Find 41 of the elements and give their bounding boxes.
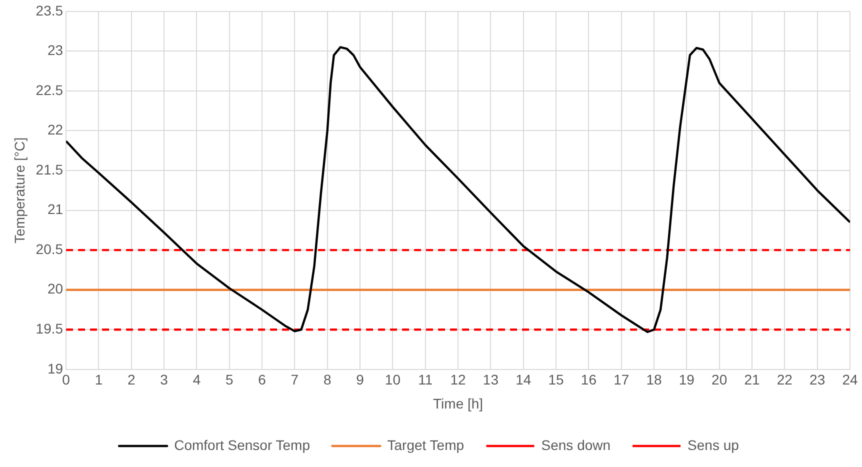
x-tick-label: 20 [712, 372, 728, 388]
x-tick-label: 1 [94, 372, 103, 388]
x-tick-label: 21 [744, 372, 760, 388]
x-tick-label: 12 [450, 372, 466, 388]
x-tick-label: 9 [356, 372, 364, 388]
y-tick-label: 22 [47, 122, 64, 138]
y-tick-label: 20 [47, 280, 64, 297]
legend-label: Sens down [541, 436, 611, 453]
x-tick-label: 7 [290, 372, 299, 388]
x-tick-label: 13 [482, 372, 499, 388]
x-tick-label: 23 [810, 372, 826, 388]
x-tick-label: 24 [842, 372, 858, 388]
x-tick-label: 11 [418, 372, 433, 388]
legend-label: Sens up [688, 436, 740, 453]
y-tick-label: 19 [47, 360, 64, 376]
x-tick-label: 8 [323, 372, 332, 388]
y-tick-label: 21.5 [36, 161, 64, 178]
y-tick-label: 23.5 [36, 2, 64, 18]
x-tick-label: 6 [258, 372, 266, 388]
x-tick-label: 5 [225, 372, 234, 388]
x-tick-label: 22 [776, 372, 793, 388]
y-tick-label: 20.5 [36, 240, 64, 257]
x-tick-label: 15 [548, 372, 564, 388]
legend-label: Target Temp [387, 436, 464, 453]
x-tick-label: 16 [580, 372, 597, 388]
x-tick-label: 10 [384, 372, 401, 388]
x-tick-label: 2 [127, 372, 136, 388]
y-axis-title: Temperature [°C] [11, 137, 28, 244]
x-axis-title: Time [h] [433, 395, 484, 412]
legend-label: Comfort Sensor Temp [174, 436, 310, 453]
x-tick-label: 0 [62, 372, 70, 388]
y-tick-label: 23 [47, 42, 64, 58]
x-tick-label: 14 [516, 372, 532, 388]
y-tick-label: 21 [47, 201, 64, 218]
y-tick-label: 19.5 [36, 320, 64, 336]
x-tick-label: 17 [614, 372, 630, 388]
y-tick-label: 22.5 [36, 82, 64, 98]
x-tick-label: 3 [160, 372, 168, 388]
x-tick-label: 4 [192, 372, 201, 388]
x-tick-label: 18 [646, 372, 662, 388]
x-tick-label: 19 [678, 372, 695, 388]
